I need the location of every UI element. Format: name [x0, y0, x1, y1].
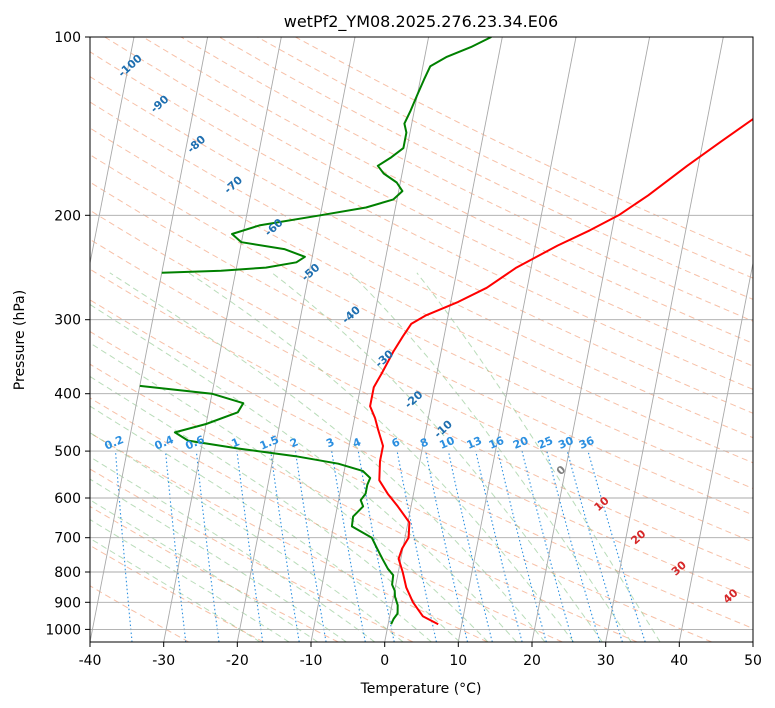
- moist-adiabat-line: [188, 272, 574, 642]
- dry-adiabat-lines: [90, 37, 753, 642]
- mixing-ratio-label: 30: [556, 434, 575, 452]
- mixing-ratio-label: 25: [536, 434, 555, 452]
- mixing-ratio-label: 36: [577, 434, 596, 452]
- x-tick-label: 40: [670, 653, 688, 669]
- mixing-ratio-line: [164, 451, 187, 642]
- mixing-ratio-label: 20: [511, 434, 530, 452]
- moist-adiabat-line: [90, 499, 319, 642]
- plot-frame: [89, 36, 754, 643]
- isotherm-line: [310, 37, 430, 642]
- mixing-ratio-line: [497, 450, 547, 642]
- isotherm-lines: [90, 37, 753, 642]
- moist-adiabat-lines: [90, 272, 661, 642]
- dry-adiabat-line: [90, 299, 753, 629]
- mixing-ratio-line: [236, 451, 264, 642]
- moist-adiabat-line: [90, 405, 432, 642]
- x-tick-label: 0: [380, 653, 389, 669]
- moist-adiabat-line: [90, 456, 376, 642]
- dry-adiabat-line: [90, 585, 190, 642]
- x-tick-label: 30: [597, 653, 615, 669]
- dry-adiabat-line: [180, 37, 753, 322]
- chart-title: wetPf2_YM08.2025.276.23.34.E06: [284, 12, 558, 32]
- moist-adiabat-line: [349, 272, 632, 642]
- x-tick-label: -30: [152, 653, 175, 669]
- mixing-ratio-label: 10: [437, 434, 456, 452]
- mixing-ratio-line: [270, 451, 300, 642]
- x-tick-label: 20: [523, 653, 541, 669]
- x-tick-label: -40: [79, 653, 102, 669]
- dry-adiabat-line: [90, 505, 339, 642]
- y-tick-label: 1000: [45, 622, 81, 638]
- dry-adiabat-line: [90, 51, 753, 390]
- mixing-ratio-line: [475, 450, 523, 642]
- moist-adiabat-line: [90, 432, 404, 642]
- mixing-ratio-label: 13: [465, 434, 484, 452]
- mixing-ratio-line: [521, 450, 574, 642]
- isotherm-line: [90, 37, 209, 642]
- dewpoint-profile: [161, 37, 492, 274]
- mixing-ratio-line: [195, 451, 220, 642]
- moist-adiabat-line: [416, 272, 661, 642]
- isotherm-line: [236, 37, 356, 642]
- isobar-lines: [90, 37, 753, 630]
- dry-adiabat-line: [90, 363, 638, 642]
- y-tick-label: 200: [54, 208, 81, 224]
- mixing-ratio-label: 16: [487, 434, 506, 452]
- y-tick-label: 500: [54, 444, 81, 460]
- x-tick-label: -20: [226, 653, 249, 669]
- dry-adiabat-line: [90, 330, 712, 642]
- y-tick-label: 600: [54, 491, 81, 507]
- dry-adiabat-line: [90, 432, 488, 642]
- dry-adiabat-line: [90, 154, 753, 490]
- mixing-ratio-line: [587, 450, 646, 642]
- dewpoint-profile: [139, 384, 399, 625]
- sounding-profiles: [139, 37, 753, 626]
- moist-adiabat-line: [90, 303, 517, 642]
- moist-adiabat-line: [90, 342, 489, 642]
- x-tick-label: -10: [300, 653, 323, 669]
- mixing-ratio-line: [546, 450, 601, 642]
- dry-adiabat-line: [90, 268, 753, 600]
- isotherm-line: [531, 37, 651, 642]
- dry-adiabat-line: [90, 397, 563, 642]
- y-tick-label: 100: [54, 30, 81, 46]
- dry-adiabat-line: [90, 181, 753, 516]
- x-axis-ticks: -40 -30 -20 -10 0 10 20 30 40 50: [79, 642, 762, 669]
- isotherm-line: [605, 37, 724, 642]
- y-tick-label: 900: [54, 595, 81, 611]
- isotherm-line: [457, 37, 577, 642]
- moist-adiabat-line: [90, 375, 461, 642]
- dry-adiabat-line: [90, 76, 753, 414]
- isotherm-line: [163, 37, 282, 642]
- temperature-profile: [369, 117, 753, 626]
- y-tick-label: 800: [54, 565, 81, 581]
- y-tick-label: 700: [54, 531, 81, 547]
- moist-adiabat-line: [90, 478, 347, 642]
- dry-adiabat-line: [90, 238, 753, 571]
- isotherm-line: [90, 37, 135, 266]
- isotherm-line: [678, 260, 753, 642]
- isotherm-line: [384, 37, 503, 642]
- mixing-ratio-line: [425, 450, 469, 642]
- y-axis-ticks: 1000 900 800 700 600 500 400 300 200 100: [45, 30, 90, 638]
- y-tick-label: 400: [54, 387, 81, 403]
- moist-adiabat-line: [109, 272, 546, 642]
- y-axis-title: Pressure (hPa): [12, 290, 28, 390]
- y-tick-label: 300: [54, 313, 81, 329]
- moist-adiabat-line: [90, 518, 290, 642]
- mixing-ratio-line: [566, 450, 623, 642]
- dry-adiabat-line: [142, 37, 753, 344]
- mixing-ratio-line: [396, 450, 437, 642]
- x-tick-label: 50: [744, 653, 762, 669]
- x-tick-label: 10: [449, 653, 467, 669]
- x-axis-title: Temperature (°C): [360, 681, 482, 697]
- moist-adiabat-line: [271, 272, 603, 642]
